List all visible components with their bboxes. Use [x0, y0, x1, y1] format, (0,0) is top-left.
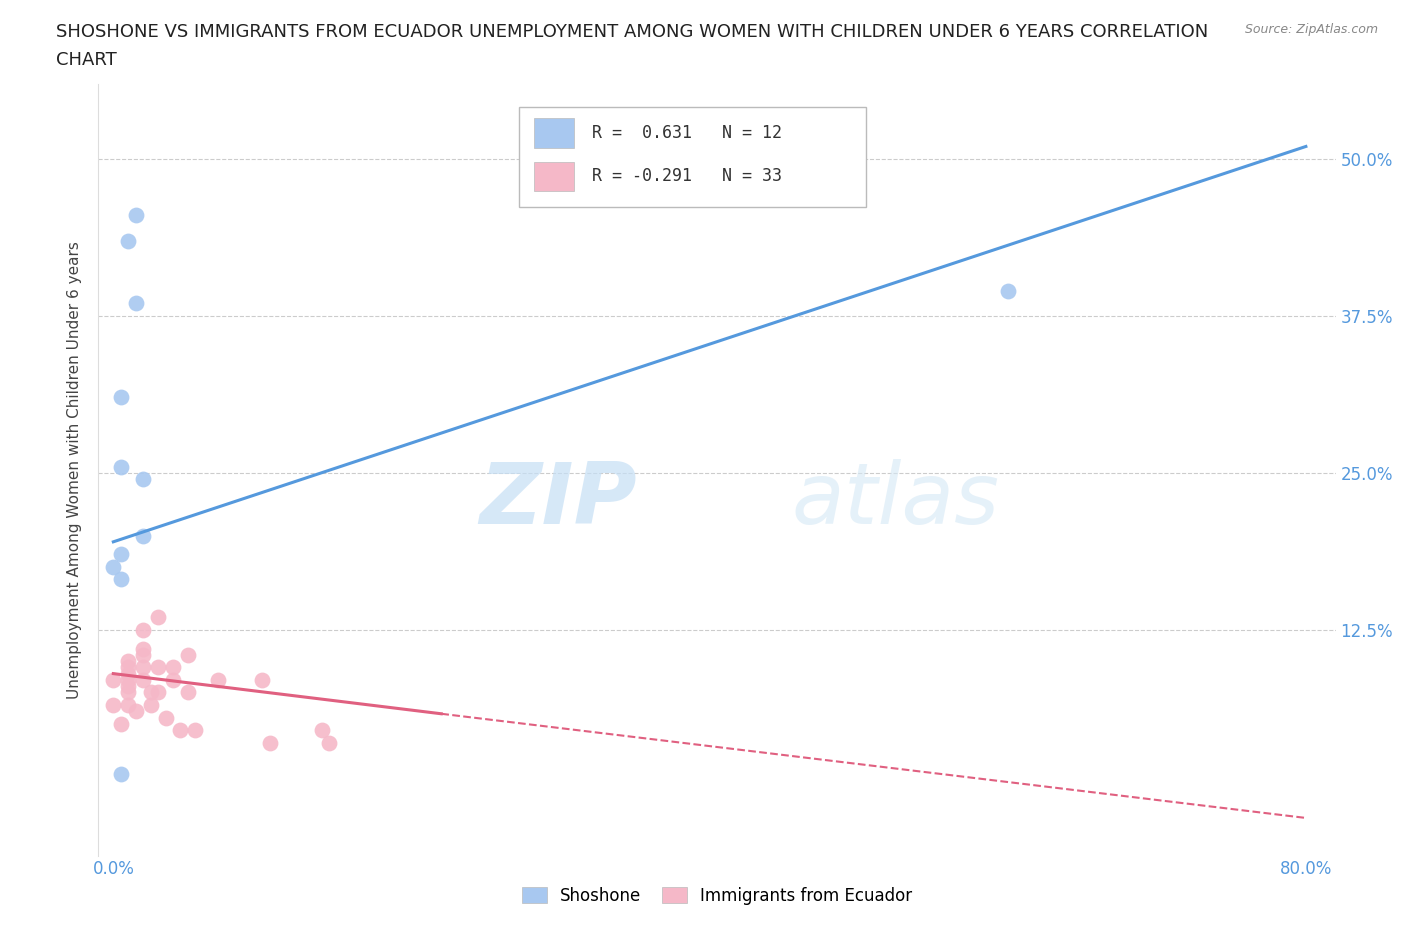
- Point: [132, 660, 155, 675]
- Text: atlas: atlas: [792, 459, 1000, 542]
- Point: [117, 672, 139, 687]
- Point: [184, 723, 207, 737]
- Point: [139, 698, 162, 712]
- Point: [259, 736, 281, 751]
- Text: R =  0.631   N = 12: R = 0.631 N = 12: [592, 124, 782, 142]
- Text: SHOSHONE VS IMMIGRANTS FROM ECUADOR UNEMPLOYMENT AMONG WOMEN WITH CHILDREN UNDER: SHOSHONE VS IMMIGRANTS FROM ECUADOR UNEM…: [56, 23, 1209, 41]
- Text: CHART: CHART: [56, 51, 117, 69]
- Point: [117, 679, 139, 694]
- Point: [117, 685, 139, 700]
- Point: [177, 685, 200, 700]
- Text: R = -0.291   N = 33: R = -0.291 N = 33: [592, 167, 782, 185]
- Point: [252, 672, 274, 687]
- Point: [117, 666, 139, 681]
- Point: [146, 660, 169, 675]
- Point: [110, 547, 132, 562]
- FancyBboxPatch shape: [519, 107, 866, 207]
- Point: [110, 716, 132, 731]
- Point: [110, 572, 132, 587]
- Text: Source: ZipAtlas.com: Source: ZipAtlas.com: [1244, 23, 1378, 36]
- Point: [117, 660, 139, 675]
- FancyBboxPatch shape: [534, 162, 574, 191]
- Point: [132, 672, 155, 687]
- Point: [997, 284, 1019, 299]
- Legend: Shoshone, Immigrants from Ecuador: Shoshone, Immigrants from Ecuador: [513, 878, 921, 913]
- Point: [162, 660, 184, 675]
- Point: [125, 296, 148, 311]
- Point: [169, 723, 191, 737]
- Point: [117, 654, 139, 669]
- Point: [110, 766, 132, 781]
- Point: [132, 647, 155, 662]
- Y-axis label: Unemployment Among Women with Children Under 6 years: Unemployment Among Women with Children U…: [67, 241, 83, 698]
- Point: [125, 208, 148, 223]
- Point: [146, 685, 169, 700]
- Point: [146, 610, 169, 625]
- Point: [162, 672, 184, 687]
- Point: [132, 641, 155, 656]
- Point: [103, 698, 125, 712]
- Point: [132, 528, 155, 543]
- Point: [139, 685, 162, 700]
- Point: [117, 698, 139, 712]
- Point: [132, 472, 155, 486]
- Point: [103, 672, 125, 687]
- Point: [177, 647, 200, 662]
- Point: [125, 704, 148, 719]
- Point: [110, 390, 132, 405]
- Point: [132, 622, 155, 637]
- Point: [117, 233, 139, 248]
- FancyBboxPatch shape: [534, 118, 574, 148]
- Point: [103, 560, 125, 575]
- Point: [311, 723, 333, 737]
- Text: ZIP: ZIP: [479, 459, 637, 542]
- Point: [110, 459, 132, 474]
- Point: [318, 736, 340, 751]
- Point: [155, 711, 177, 725]
- Point: [207, 672, 229, 687]
